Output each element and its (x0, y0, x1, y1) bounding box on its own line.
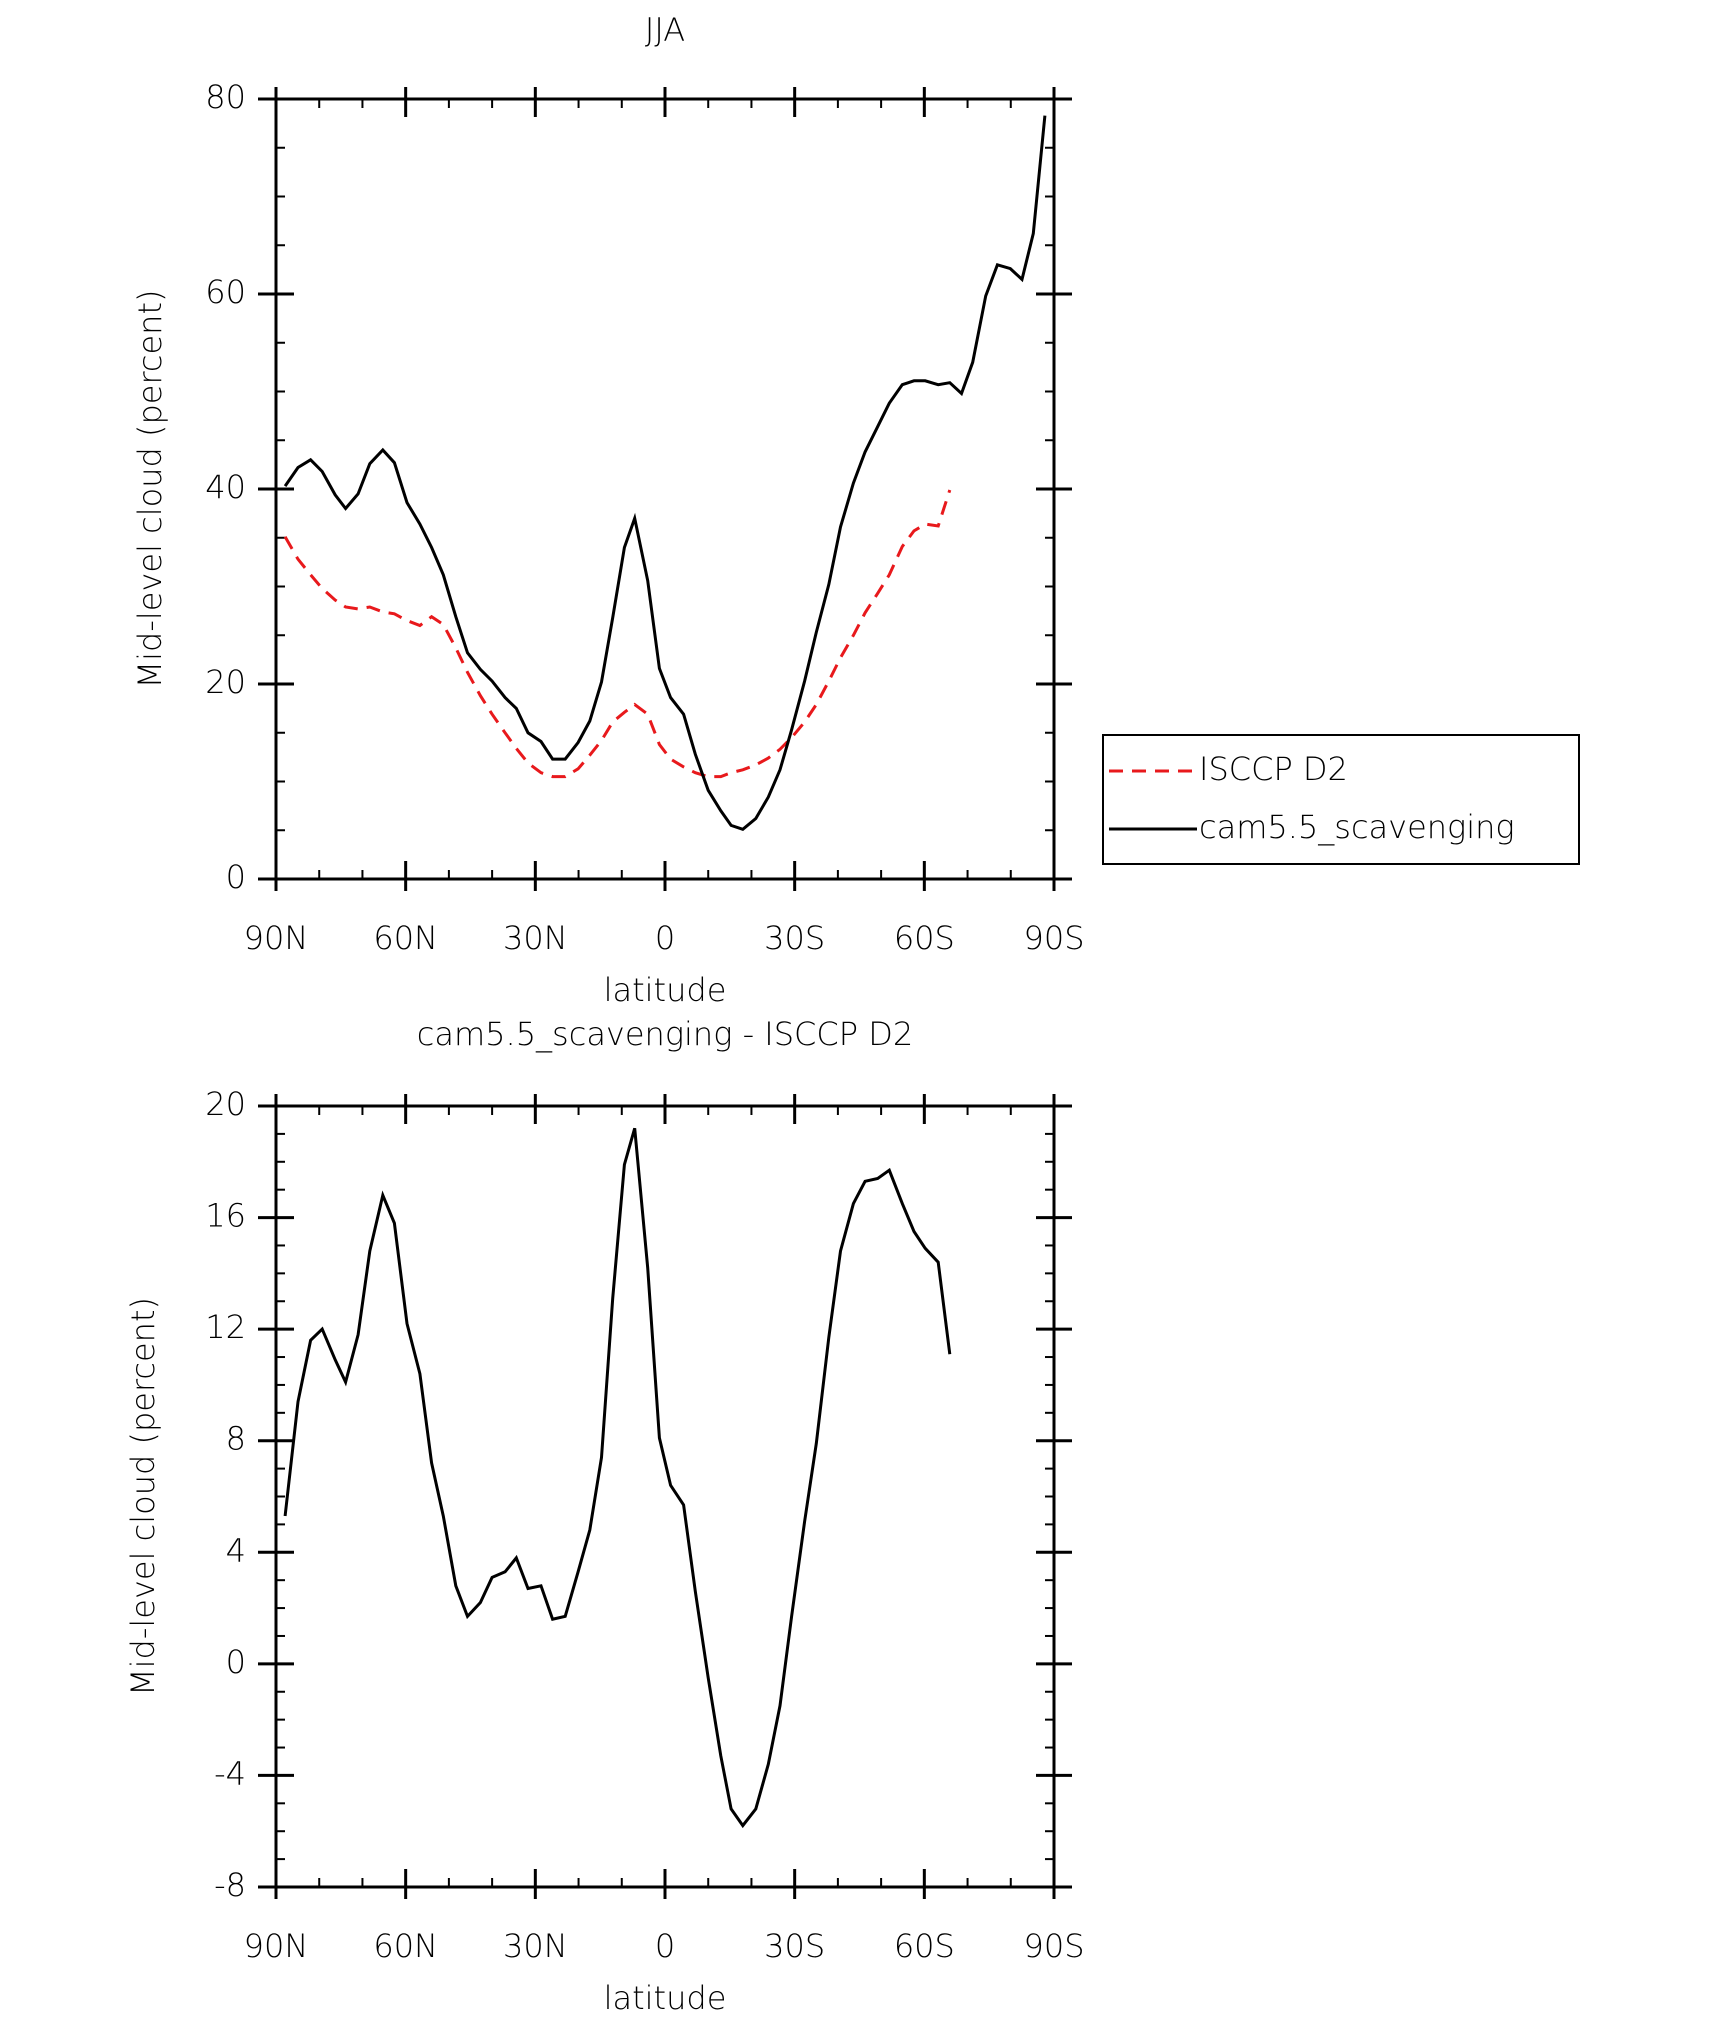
x-tick-label: 0 (655, 1927, 675, 1965)
y-tick-label: 16 (205, 1197, 246, 1235)
x-tick-label: 60S (894, 1927, 955, 1965)
x-axis-label: latitude (604, 971, 727, 1009)
y-axis-label: Mid-level cloud (percent) (131, 290, 169, 689)
data-line (283, 115, 1047, 831)
legend-label: ISCCP D2 (1199, 750, 1348, 788)
legend-box (1102, 734, 1580, 865)
x-tick-label: 30S (764, 919, 825, 957)
x-tick-label: 30N (503, 1927, 568, 1965)
data-line (283, 1127, 952, 1829)
y-tick-label: 0 (226, 1643, 246, 1681)
legend-label: cam5.5_scavenging (1199, 808, 1515, 846)
y-tick-label: 40 (205, 468, 246, 506)
x-tick-label: 90S (1023, 1927, 1084, 1965)
x-axis-label: latitude (604, 1979, 727, 2017)
y-axis-label: Mid-level cloud (percent) (124, 1297, 162, 1696)
x-tick-label: 0 (655, 919, 675, 957)
x-tick-label: 30N (503, 919, 568, 957)
x-tick-label: 60S (894, 919, 955, 957)
plot-frame (274, 97, 1056, 881)
chart-title: cam5.5_scavenging - ISCCP D2 (417, 1015, 913, 1053)
y-tick-label: -8 (214, 1866, 246, 1904)
chart-title: JJA (645, 11, 685, 49)
y-tick-label: 60 (205, 273, 246, 311)
y-tick-label: 80 (205, 78, 246, 116)
y-tick-label: 20 (205, 1085, 246, 1123)
x-tick-label: 90N (244, 1927, 309, 1965)
x-tick-label: 90S (1023, 919, 1084, 957)
data-line (283, 489, 952, 779)
y-tick-label: 8 (226, 1420, 246, 1458)
y-tick-label: -4 (214, 1754, 246, 1792)
x-tick-label: 30S (764, 1927, 825, 1965)
x-tick-label: 60N (373, 1927, 438, 1965)
y-tick-label: 12 (205, 1308, 246, 1346)
y-tick-label: 4 (226, 1531, 246, 1569)
x-tick-label: 60N (373, 919, 438, 957)
y-tick-label: 20 (205, 663, 246, 701)
y-tick-label: 0 (226, 858, 246, 896)
plot-frame (274, 1104, 1056, 1889)
x-tick-label: 90N (244, 919, 309, 957)
